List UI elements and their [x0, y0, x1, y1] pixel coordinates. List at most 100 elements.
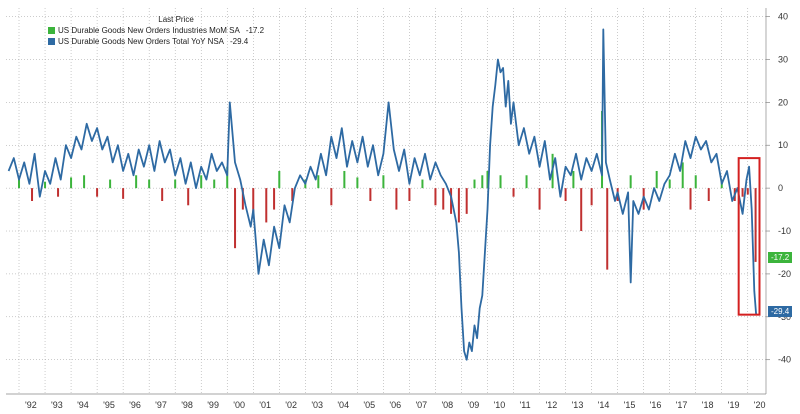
- x-tick-label: '98: [181, 400, 193, 410]
- mom-bar: [241, 188, 244, 210]
- last-price-badge-yoy: -29.4: [768, 306, 793, 317]
- mom-bar: [434, 188, 437, 206]
- y-tick-label: 30: [778, 54, 788, 64]
- mom-bar: [382, 175, 385, 189]
- x-tick-label: '97: [155, 400, 167, 410]
- mom-bar: [369, 188, 372, 201]
- mom-bar: [174, 179, 177, 189]
- mom-bar: [18, 179, 21, 189]
- mom-bar: [629, 175, 632, 189]
- mom-bar: [57, 188, 60, 197]
- mom-bar: [499, 175, 502, 189]
- mom-bar: [457, 188, 460, 223]
- x-tick-label: '15: [624, 400, 636, 410]
- x-tick-label: '01: [259, 400, 271, 410]
- mom-bar: [213, 179, 216, 189]
- mom-bar: [421, 179, 424, 189]
- mom-bar: [187, 188, 190, 206]
- x-tick-label: '05: [363, 400, 375, 410]
- legend-swatch-mom: [48, 27, 55, 34]
- legend-title: Last Price: [158, 15, 194, 24]
- mom-bar-series: [18, 110, 757, 270]
- x-axis: '92 '93 '94 '95 '96 '97 '98 '99 '00 '01 '02 '03 '04 '…: [6, 393, 766, 410]
- mom-bar: [580, 188, 583, 232]
- legend-entry-mom: US Durable Goods New Orders Industries M…: [48, 25, 264, 36]
- y-tick-label: 40: [778, 12, 788, 22]
- legend-swatch-yoy: [48, 38, 55, 45]
- mom-bar: [273, 188, 276, 210]
- highlight-box-group: [737, 157, 761, 316]
- mom-bar: [278, 170, 281, 189]
- mom-bar: [512, 188, 515, 197]
- x-tick-label: '06: [389, 400, 401, 410]
- mom-bar: [122, 188, 125, 199]
- legend-value-mom: -17.2: [245, 26, 265, 35]
- last-price-badge-mom: -17.2: [768, 252, 793, 263]
- mom-bar: [689, 188, 692, 210]
- x-tick-label: '94: [77, 400, 89, 410]
- x-tick-label: '03: [311, 400, 323, 410]
- mom-bar: [96, 188, 99, 197]
- mom-bar: [694, 175, 697, 189]
- mom-bar: [408, 188, 411, 201]
- x-tick-label: '92: [25, 400, 37, 410]
- mom-bar: [343, 170, 346, 189]
- highlight-box: [737, 157, 761, 316]
- mom-bar: [538, 188, 541, 210]
- mom-bar: [707, 188, 710, 201]
- mom-bar: [668, 179, 671, 189]
- x-tick-label: '04: [337, 400, 349, 410]
- x-tick-label: '95: [103, 400, 115, 410]
- mom-bar: [754, 188, 757, 262]
- mom-bar: [486, 170, 489, 189]
- mom-bar: [465, 188, 468, 214]
- mom-bar: [564, 188, 567, 201]
- x-tick-label: '16: [650, 400, 662, 410]
- mom-bar: [330, 188, 333, 206]
- mom-bar: [135, 175, 138, 189]
- legend-entry-yoy: US Durable Goods New Orders Total YoY NS…: [48, 36, 264, 47]
- yoy-line: [7, 28, 757, 361]
- mom-bar: [746, 188, 749, 195]
- x-tick-label: '13: [572, 400, 584, 410]
- legend-label-mom: US Durable Goods New Orders Industries M…: [58, 26, 240, 35]
- mom-bar: [291, 188, 294, 201]
- y-tick-label: -10: [778, 226, 791, 236]
- x-tick-label: '09: [467, 400, 479, 410]
- legend: Last Price US Durable Goods New Orders I…: [48, 14, 264, 47]
- x-tick-label: '11: [520, 400, 531, 410]
- x-tick-label: '10: [494, 400, 506, 410]
- mom-bar: [226, 166, 229, 189]
- x-tick-label: '14: [598, 400, 610, 410]
- y-tick-label: -20: [778, 269, 791, 279]
- mom-bar: [265, 188, 268, 223]
- x-tick-label: '93: [51, 400, 63, 410]
- yoy-line-series: [7, 28, 757, 361]
- y-tick-label: 10: [778, 140, 788, 150]
- mom-bar: [525, 175, 528, 189]
- mom-bar: [356, 177, 359, 189]
- mom-bar: [473, 179, 476, 189]
- y-tick-label: 20: [778, 97, 788, 107]
- mom-bar: [31, 188, 34, 201]
- chart-grid: [6, 8, 766, 394]
- mom-bar: [317, 175, 320, 189]
- x-tick-label: '17: [676, 400, 688, 410]
- x-tick-label: '18: [702, 400, 714, 410]
- mom-bar: [83, 175, 86, 189]
- y-tick-label: 0: [778, 183, 783, 193]
- x-tick-label: '07: [415, 400, 427, 410]
- mom-bar: [606, 188, 609, 270]
- x-tick-label: '00: [233, 400, 245, 410]
- mom-bar: [234, 188, 237, 249]
- mom-bar: [442, 188, 445, 210]
- y-tick-label: -40: [778, 355, 791, 365]
- mom-bar: [252, 188, 255, 219]
- legend-value-yoy: -29.4: [230, 37, 249, 46]
- mom-bar: [44, 181, 47, 189]
- mom-bar: [395, 188, 398, 210]
- legend-label-yoy: US Durable Goods New Orders Total YoY NS…: [58, 37, 225, 46]
- mom-bar: [161, 188, 164, 201]
- mom-bar: [572, 170, 575, 189]
